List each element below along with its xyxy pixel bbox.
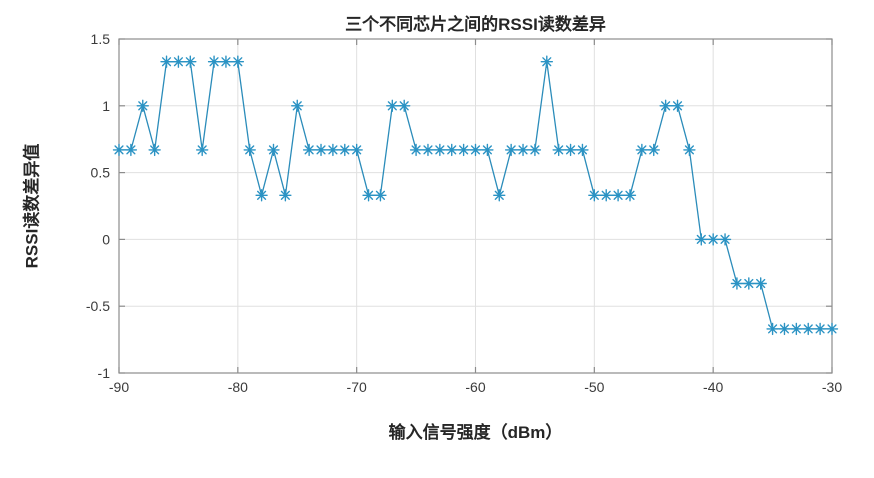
data-point-marker — [790, 322, 803, 336]
x-tick-label: -30 — [822, 379, 842, 395]
data-point-marker — [445, 143, 458, 157]
data-point-marker — [695, 233, 708, 246]
y-tick-label: 1 — [102, 98, 110, 114]
data-point-marker — [635, 143, 649, 157]
data-point-marker — [326, 143, 340, 157]
data-point-marker — [184, 55, 197, 68]
data-point-marker — [825, 322, 839, 336]
data-point-marker — [659, 99, 672, 112]
data-point-marker — [730, 277, 744, 290]
x-tick-label: -70 — [347, 379, 367, 395]
data-point-marker — [398, 99, 411, 112]
data-point-marker — [409, 143, 423, 157]
data-point-marker — [718, 233, 732, 246]
x-tick-label: -80 — [228, 379, 248, 395]
data-point-marker — [600, 189, 613, 202]
data-point-marker — [493, 189, 506, 202]
y-tick-label: 1.5 — [91, 31, 111, 47]
x-tick-label: -40 — [703, 379, 723, 395]
data-point-marker — [231, 55, 245, 68]
data-point-marker — [267, 143, 280, 157]
data-point-marker — [552, 143, 565, 157]
data-point-marker — [481, 143, 494, 157]
data-point-marker — [469, 143, 482, 157]
data-point-marker — [136, 99, 149, 112]
data-point-marker — [802, 322, 815, 336]
data-point-marker — [671, 99, 684, 112]
data-point-marker — [350, 143, 363, 157]
data-point-marker — [219, 55, 233, 68]
data-point-marker — [362, 189, 375, 202]
data-point-marker — [504, 143, 518, 157]
data-point-marker — [528, 143, 542, 157]
data-point-marker — [279, 189, 292, 202]
data-point-marker — [813, 322, 827, 336]
data-point-marker — [457, 143, 470, 157]
data-point-marker — [255, 189, 268, 202]
data-point-marker — [243, 143, 256, 157]
data-point-marker — [302, 143, 316, 157]
data-point-marker — [778, 322, 791, 336]
data-point-marker — [386, 99, 399, 112]
data-point-marker — [124, 143, 138, 157]
data-point-marker — [112, 143, 126, 157]
data-point-marker — [516, 143, 530, 157]
data-point-marker — [706, 233, 720, 246]
data-point-marker — [588, 189, 601, 202]
data-point-marker — [314, 143, 328, 157]
data-point-marker — [754, 277, 767, 290]
x-tick-label: -60 — [465, 379, 485, 395]
y-tick-label: 0.5 — [91, 165, 111, 181]
data-point-marker — [564, 143, 577, 157]
data-point-marker — [195, 143, 209, 157]
x-tick-label: -50 — [584, 379, 604, 395]
y-tick-label: -1 — [98, 365, 111, 381]
data-point-marker — [291, 99, 304, 112]
x-tick-label: -90 — [109, 379, 129, 395]
data-point-marker — [374, 189, 387, 202]
data-point-marker — [421, 143, 435, 157]
data-point-marker — [611, 189, 625, 202]
data-point-marker — [742, 277, 756, 290]
data-point-marker — [207, 55, 221, 68]
data-point-marker — [766, 322, 779, 336]
data-point-marker — [576, 143, 589, 157]
y-tick-label: -0.5 — [86, 298, 110, 314]
data-point-marker — [172, 55, 185, 68]
chart-title: 三个不同芯片之间的RSSI读数差异 — [345, 15, 606, 34]
y-tick-label: 0 — [102, 231, 110, 247]
data-point-marker — [433, 143, 447, 157]
data-point-marker — [683, 143, 696, 157]
data-point-marker — [160, 55, 173, 68]
data-point-marker — [623, 189, 637, 202]
data-point-marker — [647, 143, 660, 157]
data-point-marker — [148, 143, 161, 157]
x-axis-label: 输入信号强度（dBm） — [388, 423, 563, 442]
data-point-marker — [338, 143, 351, 157]
data-point-marker — [540, 55, 553, 68]
